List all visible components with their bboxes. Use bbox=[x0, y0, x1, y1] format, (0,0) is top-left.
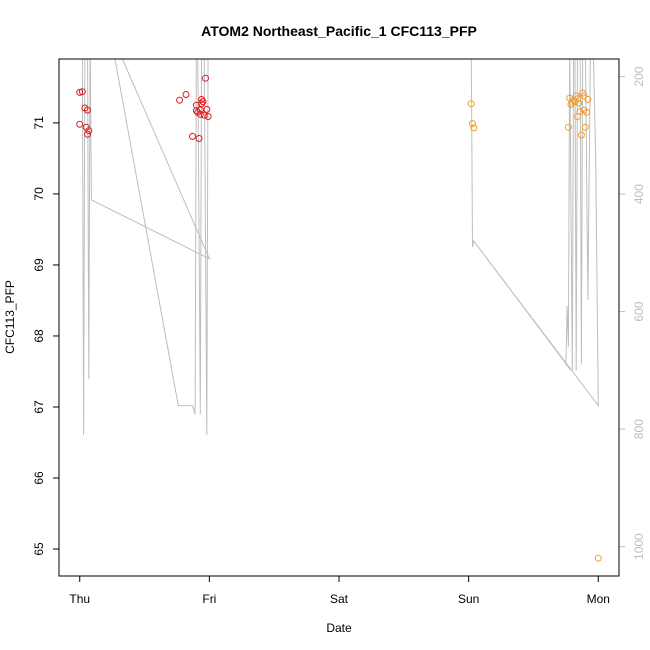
data-point-red-2 bbox=[76, 120, 84, 128]
data-point-red-4 bbox=[84, 106, 91, 114]
x-tick-label-Mon: Mon bbox=[587, 592, 610, 606]
y-tick-label-71: 71 bbox=[32, 116, 46, 130]
y-axis-label: CFC113_PFP bbox=[3, 280, 17, 354]
y-tick-label-69: 69 bbox=[32, 258, 46, 272]
x-tick-label-Sun: Sun bbox=[458, 592, 479, 606]
data-point-red-15 bbox=[196, 110, 204, 118]
data-point-red-10 bbox=[189, 132, 196, 140]
data-point-orange-21 bbox=[594, 554, 602, 562]
y-tick-label-66: 66 bbox=[32, 471, 46, 485]
data-point-red-12 bbox=[192, 107, 200, 115]
data-point-orange-2 bbox=[470, 124, 478, 132]
x-axis: Thu Fri Sat Sun Mon bbox=[69, 575, 610, 606]
data-point-orange-1 bbox=[469, 120, 476, 128]
data-point-red-23 bbox=[195, 135, 203, 142]
plot-frame bbox=[58, 58, 620, 577]
altitude-line bbox=[81, 59, 599, 436]
y-tick-label-65: 65 bbox=[32, 542, 46, 556]
x-tick-label-Fri: Fri bbox=[202, 592, 216, 606]
data-point-orange-0 bbox=[467, 100, 475, 108]
data-point-red-18 bbox=[199, 98, 207, 106]
y2-tick-label-1000: 1000 bbox=[632, 533, 646, 560]
data-point-orange-19 bbox=[583, 108, 591, 116]
data-point-red-20 bbox=[202, 74, 209, 82]
data-point-red-8 bbox=[176, 96, 184, 104]
data-point-red-19 bbox=[200, 111, 208, 119]
y2-tick-label-400: 400 bbox=[632, 184, 646, 204]
data-point-red-6 bbox=[85, 127, 93, 135]
y2-tick-label-800: 800 bbox=[632, 419, 646, 439]
y-tick-label-67: 67 bbox=[32, 400, 46, 414]
y-tick-label-70: 70 bbox=[32, 187, 46, 201]
plot-layer: Thu Fri Sat Sun Mon 65 66 67 68 69 70 71 200 400 600 80… bbox=[32, 59, 646, 606]
data-point-orange-18 bbox=[581, 123, 589, 131]
y-axis-left: 65 66 67 68 69 70 71 bbox=[32, 116, 60, 556]
data-point-red-1 bbox=[78, 88, 86, 96]
data-point-orange-10 bbox=[574, 95, 581, 103]
x-tick-label-Thu: Thu bbox=[69, 592, 90, 606]
data-point-orange-16 bbox=[580, 92, 588, 100]
data-point-red-22 bbox=[204, 113, 212, 120]
data-point-orange-12 bbox=[575, 99, 583, 107]
data-point-orange-3 bbox=[564, 123, 572, 131]
y2-tick-label-200: 200 bbox=[632, 66, 646, 86]
y-tick-label-68: 68 bbox=[32, 329, 46, 343]
data-point-red-21 bbox=[203, 105, 211, 113]
data-point-orange-14 bbox=[577, 131, 585, 139]
chart-title: ATOM2 Northeast_Pacific_1 CFC113_PFP bbox=[201, 23, 477, 39]
x-tick-label-Sat: Sat bbox=[330, 592, 349, 606]
y2-tick-label-600: 600 bbox=[632, 301, 646, 321]
data-point-red-7 bbox=[84, 130, 91, 138]
data-point-orange-13 bbox=[576, 108, 584, 116]
data-point-red-14 bbox=[196, 106, 204, 114]
y-axis-right: 200 400 600 800 1000 bbox=[618, 66, 646, 560]
x-axis-label: Date bbox=[326, 621, 352, 635]
data-point-orange-20 bbox=[584, 96, 592, 103]
data-point-red-9 bbox=[182, 91, 190, 98]
